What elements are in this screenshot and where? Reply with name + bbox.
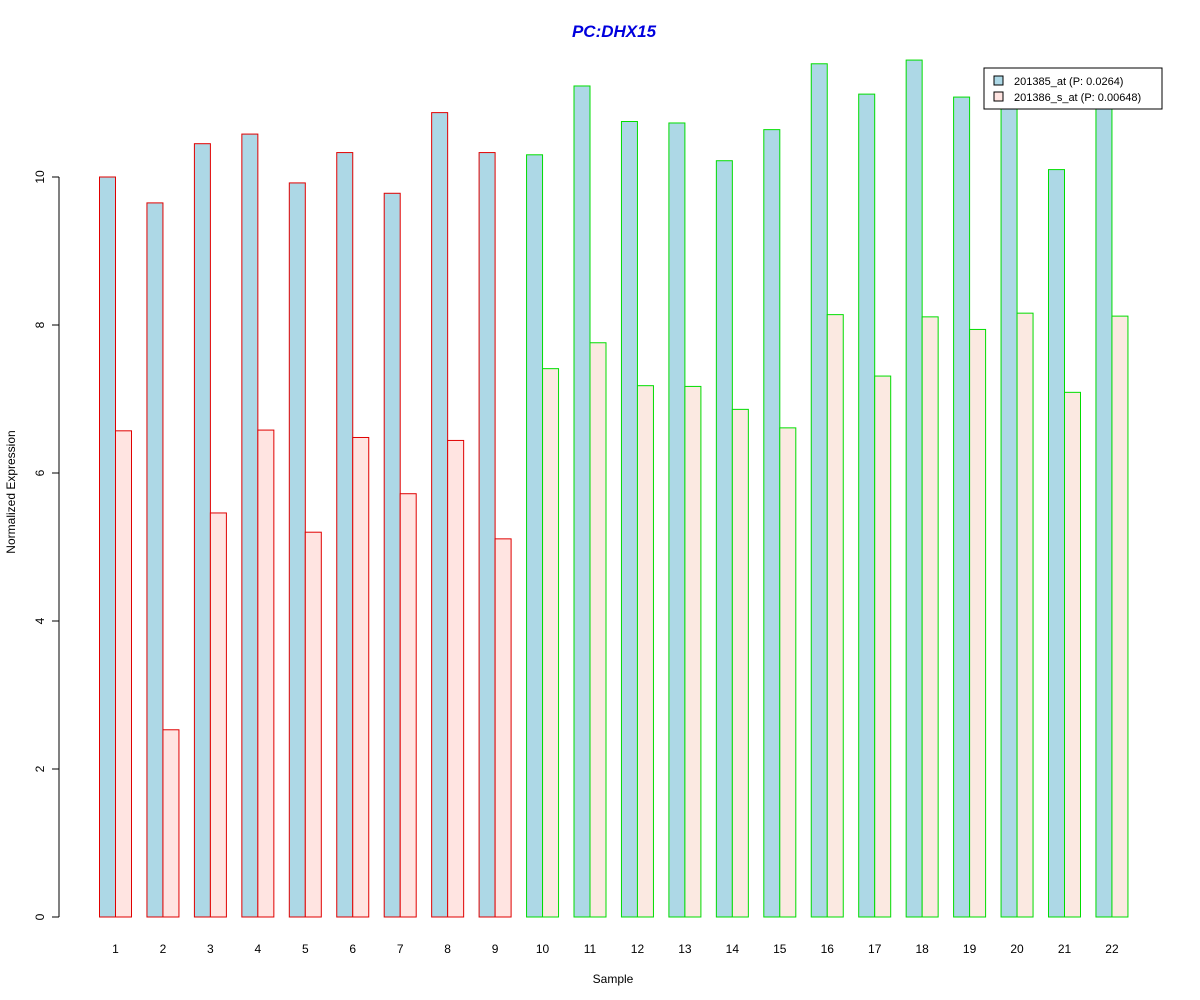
x-tick-label-19: 19 xyxy=(963,942,977,956)
x-tick-label-1: 1 xyxy=(112,942,119,956)
bar-201386-sample-18 xyxy=(921,316,939,918)
x-axis: 1 2 3 4 5 6 7 8 9 10 11 12 13 14 15 16 17 18 19 20 21 22 xyxy=(112,942,1119,956)
bar-201385-sample-7 xyxy=(383,192,401,918)
x-tick-label-2: 2 xyxy=(160,942,167,956)
bar-201386-sample-3 xyxy=(209,512,227,918)
bar-201386-sample-4 xyxy=(257,429,275,918)
x-tick-label-15: 15 xyxy=(773,942,787,956)
bar-201386-sample-8 xyxy=(447,439,465,918)
y-tick-label-2: 2 xyxy=(33,765,47,772)
bar-201385-sample-1 xyxy=(99,176,116,918)
bar-201386-sample-12 xyxy=(636,385,654,918)
bar-201385-sample-11 xyxy=(573,85,591,918)
chart-title: PC:DHX15 xyxy=(572,22,657,41)
bar-201385-sample-9 xyxy=(478,152,496,918)
x-tick-label-22: 22 xyxy=(1105,942,1119,956)
legend: 201385_at (P: 0.0264) 201386_s_at (P: 0.0… xyxy=(983,67,1163,110)
bar-201385-sample-8 xyxy=(431,112,449,918)
legend-box xyxy=(983,67,1163,110)
x-tick-label-14: 14 xyxy=(726,942,740,956)
x-tick-label-4: 4 xyxy=(255,942,262,956)
y-tick-label-8: 8 xyxy=(33,321,47,328)
bar-201385-sample-13 xyxy=(668,122,686,918)
bar-201386-sample-2 xyxy=(162,729,180,918)
y-tick-label-0: 0 xyxy=(33,913,47,920)
bar-201386-sample-22 xyxy=(1111,315,1129,918)
bar-201386-sample-21 xyxy=(1064,391,1081,918)
x-tick-label-8: 8 xyxy=(444,942,451,956)
bar-201385-sample-22 xyxy=(1095,104,1113,918)
x-tick-label-18: 18 xyxy=(915,942,929,956)
bar-201386-sample-9 xyxy=(494,538,512,918)
bar-201386-sample-16 xyxy=(826,314,844,918)
bar-201386-sample-19 xyxy=(969,328,987,918)
x-tick-label-13: 13 xyxy=(678,942,692,956)
bar-201385-sample-20 xyxy=(1000,104,1018,918)
bar-201386-sample-10 xyxy=(542,368,560,918)
bar-201385-sample-21 xyxy=(1048,169,1065,918)
bar-201385-sample-19 xyxy=(953,96,971,918)
bar-201385-sample-5 xyxy=(288,182,306,918)
bar-201385-sample-14 xyxy=(715,160,733,918)
x-tick-label-5: 5 xyxy=(302,942,309,956)
x-tick-label-7: 7 xyxy=(397,942,404,956)
bar-201386-sample-15 xyxy=(779,427,797,918)
bar-201386-sample-11 xyxy=(589,342,607,918)
legend-label-1: 201385_at (P: 0.0264) xyxy=(1014,76,1123,88)
y-axis-title: Normalized Expression xyxy=(4,430,18,553)
x-tick-label-6: 6 xyxy=(349,942,356,956)
bar-201385-sample-17 xyxy=(858,93,876,918)
x-tick-label-20: 20 xyxy=(1010,942,1024,956)
x-tick-label-11: 11 xyxy=(584,942,597,956)
x-tick-label-21: 21 xyxy=(1058,942,1072,956)
legend-swatch-2 xyxy=(993,91,1004,102)
bars-layer xyxy=(99,59,1129,918)
bar-201385-sample-15 xyxy=(763,129,781,918)
bar-201385-sample-16 xyxy=(810,63,828,918)
bar-201385-sample-3 xyxy=(193,143,211,918)
bar-201386-sample-17 xyxy=(874,375,892,918)
x-axis-title: Sample xyxy=(593,972,634,986)
bar-201385-sample-12 xyxy=(620,121,638,918)
bar-201386-sample-5 xyxy=(304,531,322,918)
bar-201385-sample-2 xyxy=(146,202,164,918)
x-tick-label-3: 3 xyxy=(207,942,214,956)
bar-201385-sample-6 xyxy=(336,152,354,918)
bar-201386-sample-1 xyxy=(115,430,132,918)
bar-201386-sample-20 xyxy=(1016,312,1034,918)
bar-201386-sample-13 xyxy=(684,385,702,918)
x-tick-label-17: 17 xyxy=(868,942,882,956)
x-tick-label-16: 16 xyxy=(821,942,835,956)
bar-201385-sample-18 xyxy=(905,59,923,918)
legend-label-2: 201386_s_at (P: 0.00648) xyxy=(1014,92,1141,104)
bar-201386-sample-6 xyxy=(352,436,370,918)
x-tick-label-10: 10 xyxy=(536,942,550,956)
legend-swatch-1 xyxy=(993,75,1004,86)
bar-201386-sample-14 xyxy=(731,408,749,918)
y-axis: 0 2 4 6 8 10 xyxy=(33,170,60,920)
y-tick-label-6: 6 xyxy=(33,469,47,476)
x-tick-label-9: 9 xyxy=(492,942,499,956)
y-tick-label-10: 10 xyxy=(33,170,47,184)
x-tick-label-12: 12 xyxy=(631,942,645,956)
bar-201385-sample-4 xyxy=(241,133,259,918)
y-tick-label-4: 4 xyxy=(33,617,47,624)
bar-201385-sample-10 xyxy=(526,154,544,918)
bar-201386-sample-7 xyxy=(399,493,417,918)
